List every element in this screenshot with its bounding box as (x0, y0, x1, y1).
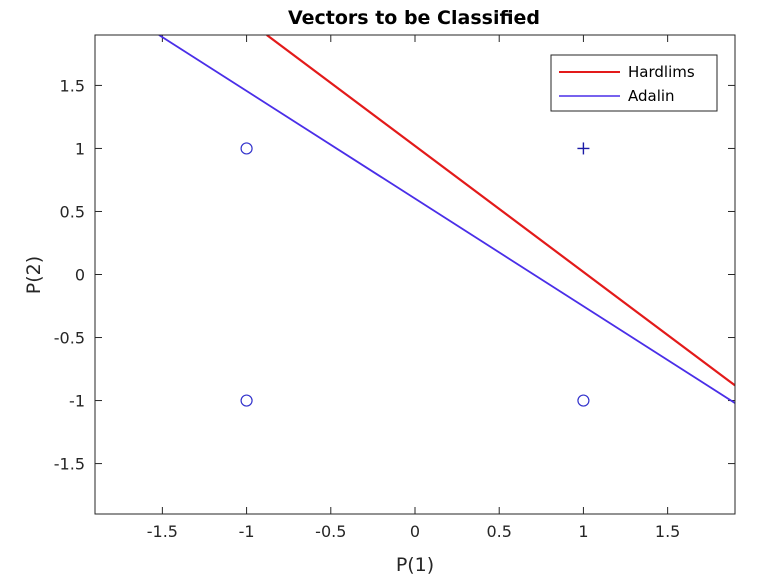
x-tick-label: 1 (578, 522, 588, 541)
data-point-circle (240, 394, 253, 407)
x-axis-ticks: -1.5 -1 -0.5 0 0.5 1 1.5 (147, 35, 680, 541)
y-tick-label: -1.5 (54, 455, 85, 474)
y-tick-label: -1 (69, 392, 85, 411)
x-tick-label: 0.5 (486, 522, 511, 541)
x-tick-label: -0.5 (315, 522, 346, 541)
legend-label-hardlims: Hardlims (628, 63, 695, 81)
y-tick-label: -0.5 (54, 329, 85, 348)
plot-area (95, 35, 735, 514)
series-line-hardlims (266, 35, 735, 387)
series-line-adalin (158, 35, 735, 404)
data-point-plus (577, 142, 590, 155)
series-lines (158, 35, 735, 404)
legend-label-adalin: Adalin (628, 87, 675, 105)
y-tick-label: 0.5 (60, 202, 85, 221)
data-point-circle (577, 394, 590, 407)
axes-box (94, 34, 736, 515)
x-tick-label: 0 (410, 522, 420, 541)
y-axis-ticks: -1.5 -1 -0.5 0 0.5 1 1.5 (54, 76, 735, 474)
x-tick-label: 1.5 (655, 522, 680, 541)
data-points (240, 142, 590, 407)
x-tick-label: -1.5 (147, 522, 178, 541)
y-tick-label: 1 (75, 139, 85, 158)
y-tick-label: 1.5 (60, 76, 85, 95)
chart-title: Vectors to be Classified (288, 7, 540, 29)
y-axis-label: P(2) (23, 256, 45, 294)
legend-box (550, 54, 718, 112)
x-axis-label: P(1) (396, 554, 434, 576)
x-tick-label: -1 (239, 522, 255, 541)
data-point-circle (240, 142, 253, 155)
y-tick-label: 0 (75, 266, 85, 285)
legend: Hardlims Adalin (550, 54, 718, 112)
